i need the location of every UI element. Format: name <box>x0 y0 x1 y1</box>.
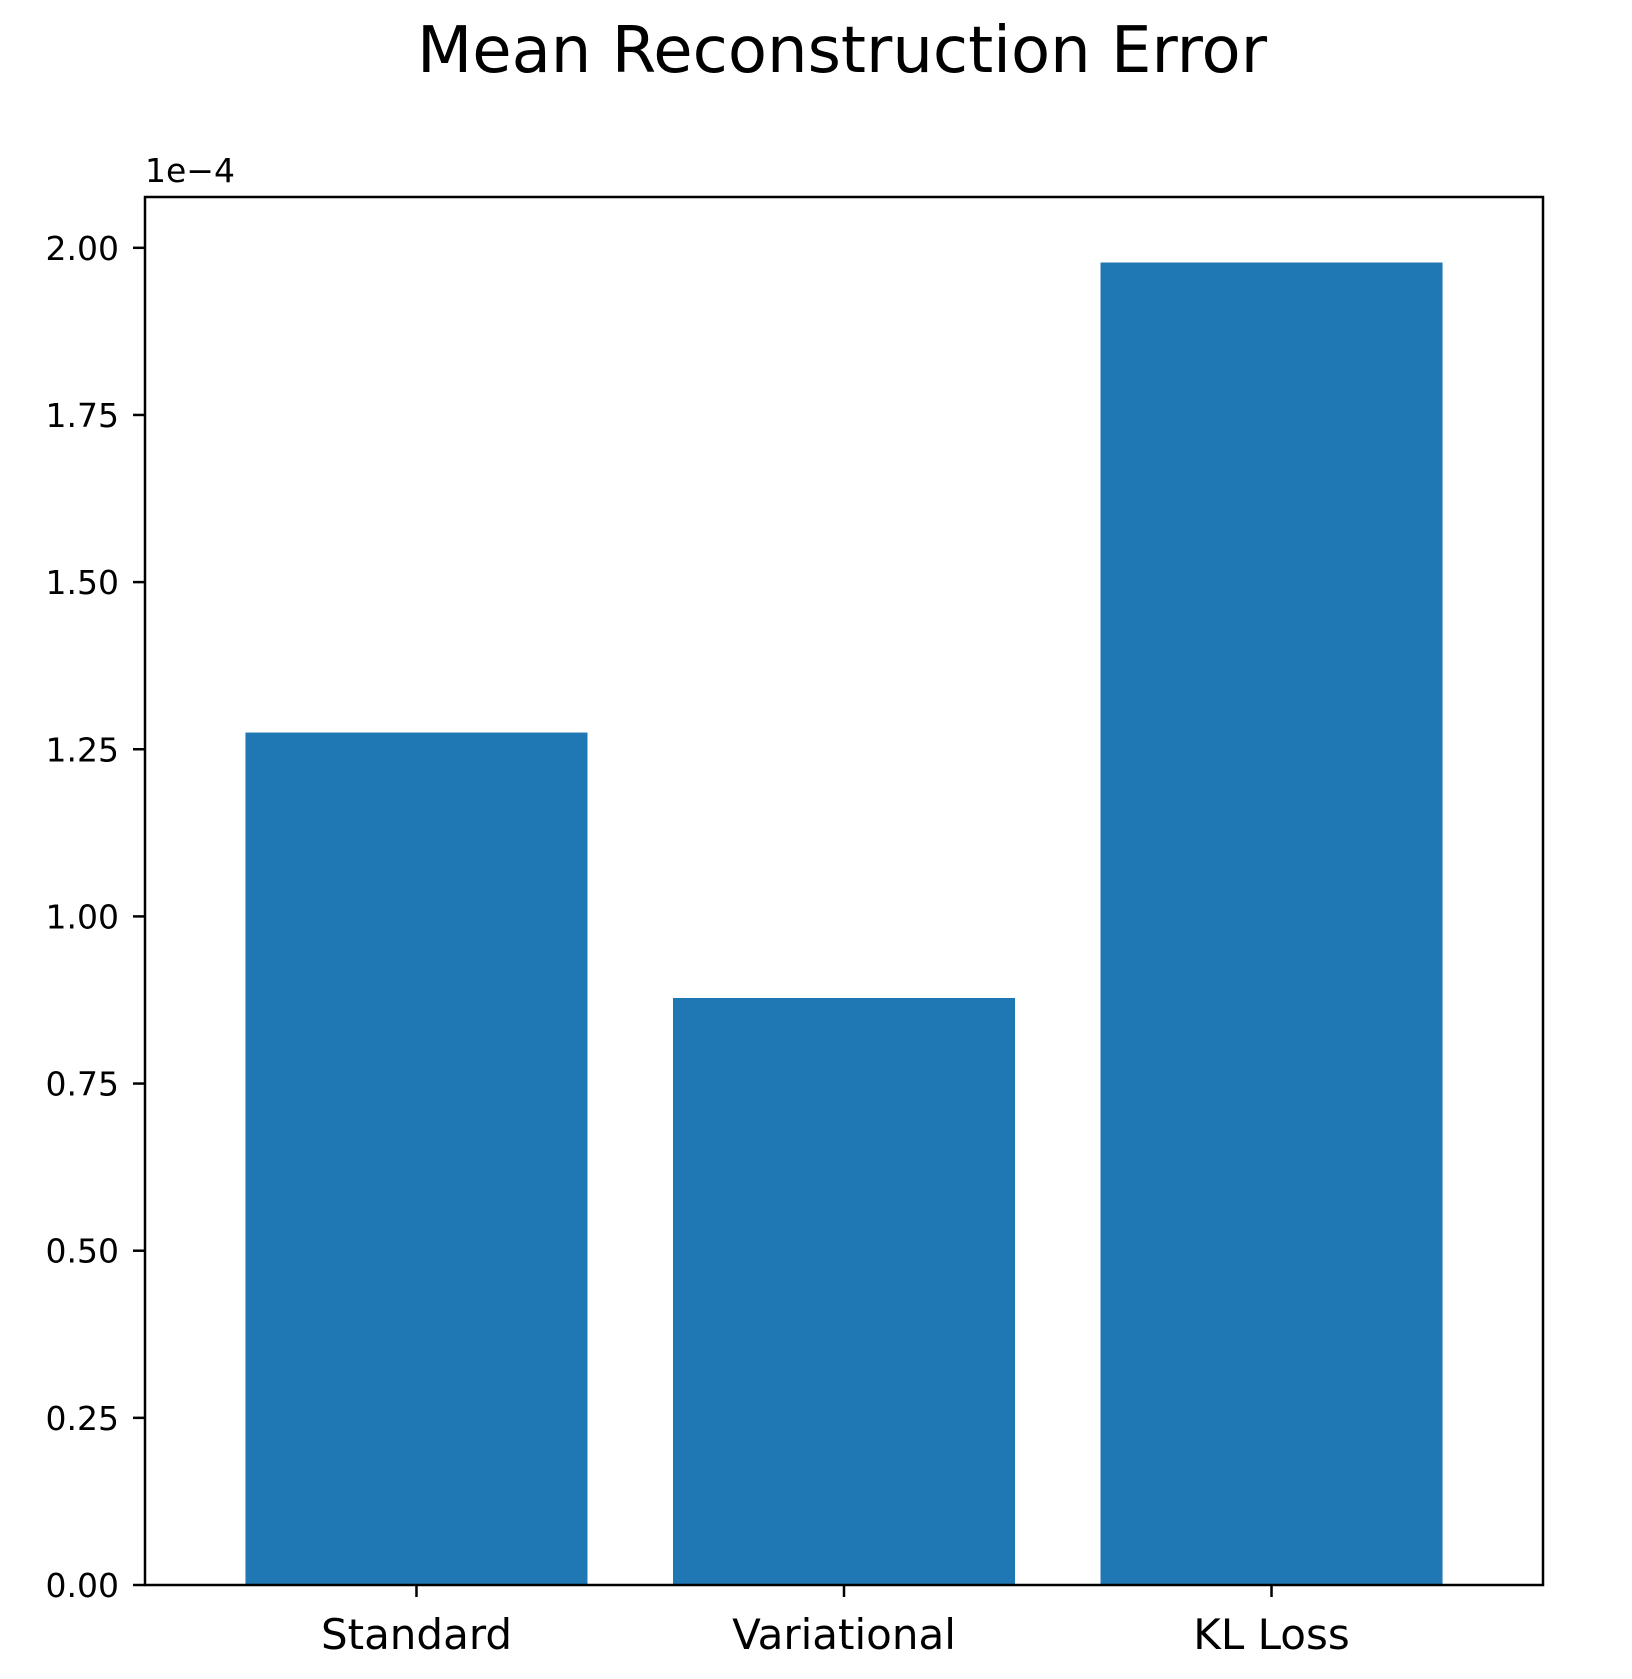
y-tick-label: 0.25 <box>46 1399 119 1438</box>
chart-title: Mean Reconstruction Error <box>417 14 1268 88</box>
y-tick-label: 1.00 <box>46 897 119 936</box>
y-tick-label: 1.25 <box>46 730 119 769</box>
x-axis: Standard Variational KL Loss <box>321 1585 1350 1659</box>
plot-frame <box>143 195 1545 1587</box>
bars-group <box>245 262 1443 1585</box>
y-axis: 0.00 0.25 0.50 0.75 1.00 1.25 1.50 1.75 2.00 <box>46 229 145 1605</box>
y-tick-label: 0.50 <box>46 1232 119 1271</box>
x-category-label: KL Loss <box>1193 1610 1349 1659</box>
y-tick-label: 1.75 <box>46 396 119 435</box>
bar-variational <box>672 997 1016 1585</box>
y-tick-label: 0.00 <box>46 1566 119 1605</box>
y-tick-label: 2.00 <box>46 229 119 268</box>
bar-kl-loss <box>1100 262 1443 1585</box>
x-category-label: Standard <box>321 1610 512 1659</box>
x-category-label: Variational <box>732 1610 956 1659</box>
bar-standard <box>245 732 588 1585</box>
y-tick-label: 0.75 <box>46 1065 119 1104</box>
y-axis-offset-label: 1e−4 <box>145 151 235 190</box>
y-tick-label: 1.50 <box>46 563 119 602</box>
